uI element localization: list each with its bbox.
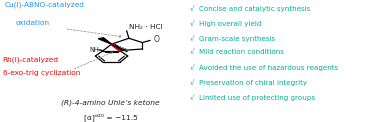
- Text: [α]ᵈ²⁰ = −11.5: [α]ᵈ²⁰ = −11.5: [84, 114, 138, 122]
- Text: √  Concise and catalytic synthesis: √ Concise and catalytic synthesis: [190, 5, 310, 12]
- Text: NH: NH: [90, 47, 100, 53]
- Text: Rh(I)-catalyzed: Rh(I)-catalyzed: [3, 57, 59, 63]
- Text: Cu(I)-ABNO-catalyzed: Cu(I)-ABNO-catalyzed: [5, 2, 84, 8]
- Text: √  Limited use of protecting groups: √ Limited use of protecting groups: [190, 94, 315, 101]
- Text: oxidation: oxidation: [15, 20, 50, 26]
- Text: √  High overall yield: √ High overall yield: [190, 20, 261, 27]
- Text: √  Preservation of chiral integrity: √ Preservation of chiral integrity: [190, 79, 307, 86]
- Text: NH₂ · HCl: NH₂ · HCl: [129, 24, 162, 30]
- Text: √  Avoided the use of hazardous reagents: √ Avoided the use of hazardous reagents: [190, 64, 338, 71]
- Text: √  Mild reaction conditions: √ Mild reaction conditions: [190, 50, 284, 56]
- Text: O: O: [153, 35, 160, 44]
- Polygon shape: [98, 38, 112, 44]
- Text: (R)-4-amino Uhle’s ketone: (R)-4-amino Uhle’s ketone: [61, 100, 160, 106]
- Text: √  Gram-scale synthesis: √ Gram-scale synthesis: [190, 35, 275, 41]
- Text: 6-exo-trig cyclization: 6-exo-trig cyclization: [3, 70, 80, 76]
